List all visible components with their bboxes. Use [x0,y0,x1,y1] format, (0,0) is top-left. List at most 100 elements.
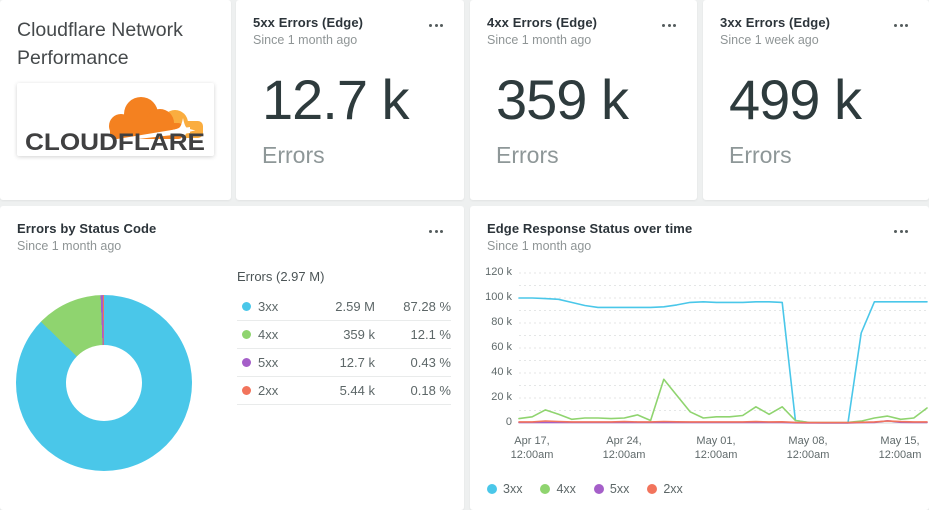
legend-row-2xx[interactable]: 2xx 5.44 k 0.18 % [237,377,451,405]
card-title-text: Errors by Status Code [17,221,157,236]
series-color-dot [242,358,251,367]
legend-label: 3xx [503,482,523,496]
overflow-menu-button[interactable] [890,20,912,31]
stat-value: 499 k [729,68,862,131]
legend-value: 359 k [343,327,375,342]
ellipsis-icon [434,230,438,233]
card-title-text: Edge Response Status over time [487,221,693,236]
legend-label: 4xx [258,327,279,342]
y-axis-tick: 80 k [491,316,512,328]
x-axis-tick: May 15, 12:00am [878,435,922,461]
line-chart-svg[interactable] [515,272,929,424]
legend-label: 3xx [258,299,279,314]
ellipsis-icon [899,24,903,27]
donut-chart[interactable] [16,295,192,471]
ellipsis-icon [894,24,897,27]
pie-card: Errors by Status Code Since 1 month ago … [0,206,464,510]
ellipsis-icon [662,24,665,27]
stat-value: 12.7 k [262,68,410,131]
x-axis-tick: May 08, 12:00am [786,435,830,461]
card-timerange: Since 1 week ago [720,33,819,47]
series-color-dot [242,386,251,395]
legend-row-3xx[interactable]: 3xx 2.59 M 87.28 % [237,293,451,321]
lightning-streak [114,127,190,142]
title-card: Cloudflare Network Performance CLOUDFLAR… [0,0,231,200]
legend-value: 2.59 M [335,299,375,314]
legend-row-4xx[interactable]: 4xx 359 k 12.1 % [237,321,451,349]
legend-percent: 0.43 % [410,355,451,370]
stat-unit-label: Errors [729,142,792,168]
ellipsis-icon [899,230,903,233]
y-axis-tick: 0 [505,416,512,428]
card-header: 3xx Errors (Edge) Since 1 week ago [720,15,889,47]
legend-item-4xx[interactable]: 4xx [540,482,576,496]
card-timerange: Since 1 month ago [487,239,592,253]
sparkle-icon [170,118,196,143]
legend-label: 2xx [258,383,279,398]
ellipsis-icon [429,230,432,233]
series-color-dot [540,484,551,494]
stat-value: 359 k [496,68,629,131]
legend-row-5xx[interactable]: 5xx 12.7 k 0.43 % [237,349,451,377]
stat-unit-label: Errors [496,142,559,168]
ellipsis-icon [440,230,443,233]
overflow-menu-button[interactable] [890,226,912,237]
legend-label: 5xx [258,355,279,370]
line-chart-legend: 3xx 4xx 5xx 2xx [487,482,683,496]
card-header: Edge Response Status over time Since 1 m… [487,221,889,253]
card-title-text: 4xx Errors (Edge) [487,15,598,30]
card-title-text: 3xx Errors (Edge) [720,15,831,30]
ellipsis-icon [667,24,671,27]
series-color-dot [647,484,658,494]
series-color-dot [487,484,497,494]
ellipsis-icon [905,230,908,233]
legend-item-3xx[interactable]: 3xx [487,482,522,496]
cloudflare-logo: CLOUDFLARE [17,83,214,156]
overflow-menu-button[interactable] [658,20,680,31]
legend-percent: 87.28 % [403,299,451,314]
card-timerange: Since 1 month ago [17,239,122,253]
logo-wordmark: CLOUDFLARE [25,129,205,156]
overflow-menu-button[interactable] [425,20,447,31]
ellipsis-icon [894,230,897,233]
card-header: 4xx Errors (Edge) Since 1 month ago [487,15,657,47]
ellipsis-icon [673,24,676,27]
x-axis-tick: May 01, 12:00am [694,435,738,461]
y-axis-tick: 100 k [485,291,512,303]
series-color-dot [242,302,251,311]
legend-value: 12.7 k [339,355,375,370]
series-line-4xx [518,378,928,424]
legend-label: 4xx [556,482,576,496]
stat-card-5xx: 5xx Errors (Edge) Since 1 month ago 12.7… [236,0,464,200]
series-line-2xx [518,420,928,424]
legend-item-2xx[interactable]: 2xx [647,482,683,496]
dashboard-title: Cloudflare Network Performance [17,19,183,69]
legend-label: 2xx [663,482,683,496]
y-axis-tick: 120 k [485,266,512,278]
y-axis-tick: 60 k [491,341,512,353]
x-axis-tick: Apr 17, 12:00am [510,435,554,461]
series-color-dot [242,330,251,339]
card-header: 5xx Errors (Edge) Since 1 month ago [253,15,424,47]
ellipsis-icon [429,24,432,27]
series-color-dot [593,484,604,494]
legend-percent: 12.1 % [410,327,451,342]
legend-value: 5.44 k [339,383,375,398]
y-axis-tick: 20 k [491,391,512,403]
series-line-3xx [518,297,928,424]
x-axis-tick: Apr 24, 12:00am [602,435,646,461]
ellipsis-icon [905,24,908,27]
card-timerange: Since 1 month ago [253,33,358,47]
donut-hole [66,345,142,421]
stat-card-3xx: 3xx Errors (Edge) Since 1 week ago 499 k… [703,0,929,200]
card-title-text: 5xx Errors (Edge) [253,15,364,30]
pie-legend-title: Errors (2.97 M) [237,269,325,284]
legend-item-5xx[interactable]: 5xx [593,482,629,496]
overflow-menu-button[interactable] [425,226,447,237]
cloudflare-logo-image: CLOUDFLARE [25,97,205,156]
stat-card-4xx: 4xx Errors (Edge) Since 1 month ago 359 … [470,0,697,200]
card-timerange: Since 1 month ago [487,33,592,47]
ellipsis-icon [434,24,438,27]
line-card: Edge Response Status over time Since 1 m… [470,206,929,510]
